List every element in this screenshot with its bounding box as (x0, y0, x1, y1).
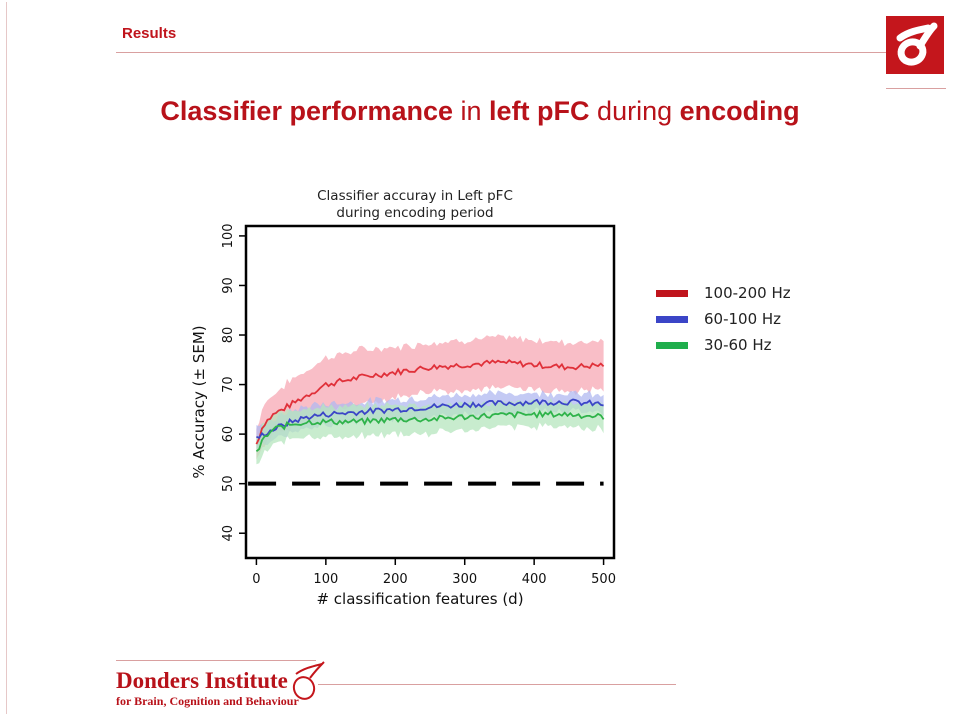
x-tick-label: 400 (522, 572, 547, 587)
y-tick-label: 80 (221, 327, 236, 344)
donders-delta-logo-icon (886, 16, 944, 74)
series-line-2 (255, 409, 605, 453)
chart-title-line-2: during encoding period (336, 205, 493, 221)
institute-name: Donders Institute (116, 668, 288, 693)
chart-svg: Classifier accuray in Left pFC during en… (190, 188, 616, 608)
x-tick-label: 0 (252, 572, 260, 587)
title-part-4: encoding (679, 96, 800, 126)
y-tick-label: 100 (221, 223, 236, 248)
legend-item-30-60: 30-60 Hz (656, 332, 791, 358)
title-part-2: left pFC (489, 96, 590, 126)
footer-divider-top (116, 660, 316, 661)
chart-title-line-1: Classifier accuray in Left pFC (317, 188, 513, 204)
title-part-0: Classifier performance (160, 96, 454, 126)
institute-subtitle: for Brain, Cognition and Behaviour (116, 694, 299, 708)
y-tick-label: 70 (221, 376, 236, 393)
logo-divider (886, 88, 946, 89)
legend-item-60-100: 60-100 Hz (656, 306, 791, 332)
y-tick-label: 90 (221, 277, 236, 294)
title-part-3: during (589, 96, 680, 126)
legend-swatch (656, 289, 688, 297)
slide-title: Classifier performance in left pFC durin… (0, 96, 960, 127)
series-line-0 (255, 358, 605, 445)
slide-frame (6, 2, 951, 714)
header-divider (116, 52, 886, 53)
footer-divider (318, 684, 676, 685)
section-label: Results (122, 25, 177, 42)
series-line-1 (256, 398, 604, 439)
y-tick-label: 40 (221, 525, 236, 542)
legend-swatch (656, 341, 688, 349)
accuracy-chart: Classifier accuray in Left pFC during en… (180, 178, 620, 608)
x-tick-label: 300 (452, 572, 477, 587)
x-tick-label: 500 (591, 572, 616, 587)
y-tick-label: 50 (221, 475, 236, 492)
y-tick-label: 60 (221, 426, 236, 443)
x-tick-label: 100 (313, 572, 338, 587)
plot-border (244, 224, 616, 560)
x-axis-label: # classification features (d) (316, 590, 523, 608)
sem-band-0 (256, 334, 604, 460)
legend: 100-200 Hz 60-100 Hz 30-60 Hz (656, 280, 791, 358)
x-tick-label: 200 (383, 572, 408, 587)
legend-swatch (656, 315, 688, 323)
legend-label: 100-200 Hz (704, 284, 791, 302)
legend-label: 30-60 Hz (704, 336, 772, 354)
legend-label: 60-100 Hz (704, 310, 782, 328)
legend-item-100-200: 100-200 Hz (656, 280, 791, 306)
title-part-1: in (453, 96, 490, 126)
y-axis-label: % Accuracy (± SEM) (190, 325, 208, 478)
donders-delta-outline-icon (288, 660, 328, 709)
